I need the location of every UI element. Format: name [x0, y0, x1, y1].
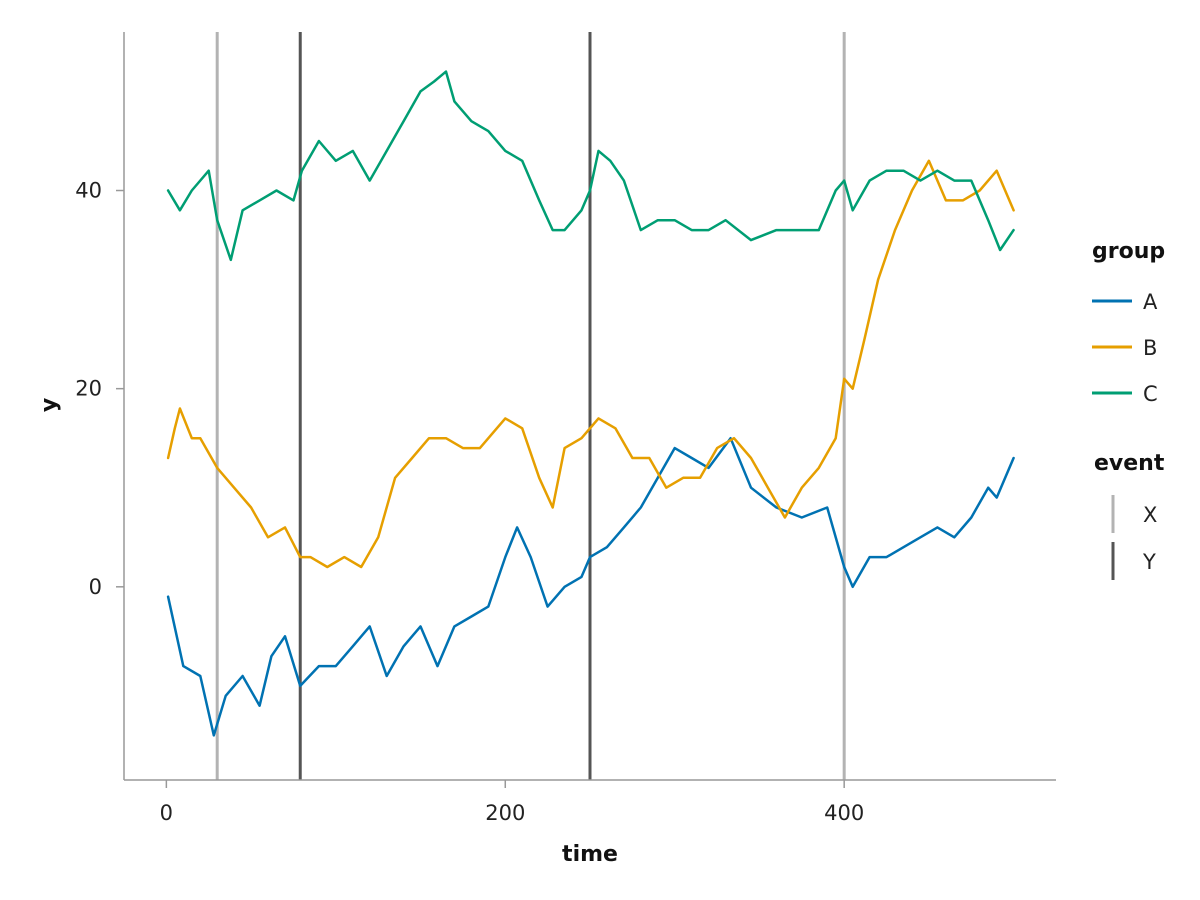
series-line-c [166, 70, 1015, 262]
x-tick-label: 0 [160, 801, 173, 825]
series-line-a [166, 436, 1015, 737]
y-tick-label: 20 [75, 377, 102, 401]
y-axis-title: y [37, 398, 62, 412]
plot-area [166, 32, 1015, 780]
y-ticks: 0 20 40 [75, 179, 124, 599]
x-tick-label: 400 [824, 801, 864, 825]
y-tick-label: 40 [75, 179, 102, 203]
legend-label-b: B [1143, 336, 1157, 360]
axes: 0 200 400 0 20 40 time y [37, 32, 1056, 867]
legend-label-x: X [1143, 503, 1157, 527]
series-line-b [166, 159, 1015, 569]
x-axis-title: time [562, 842, 618, 867]
legend-label-c: C [1143, 382, 1158, 406]
legend-label-a: A [1143, 290, 1158, 314]
x-tick-label: 200 [485, 801, 525, 825]
x-ticks: 0 200 400 [160, 780, 864, 825]
legend-title-group: group [1092, 239, 1165, 264]
legend-label-y: Y [1142, 550, 1156, 574]
legend-title-event: event [1094, 451, 1165, 476]
y-tick-label: 0 [89, 575, 102, 599]
